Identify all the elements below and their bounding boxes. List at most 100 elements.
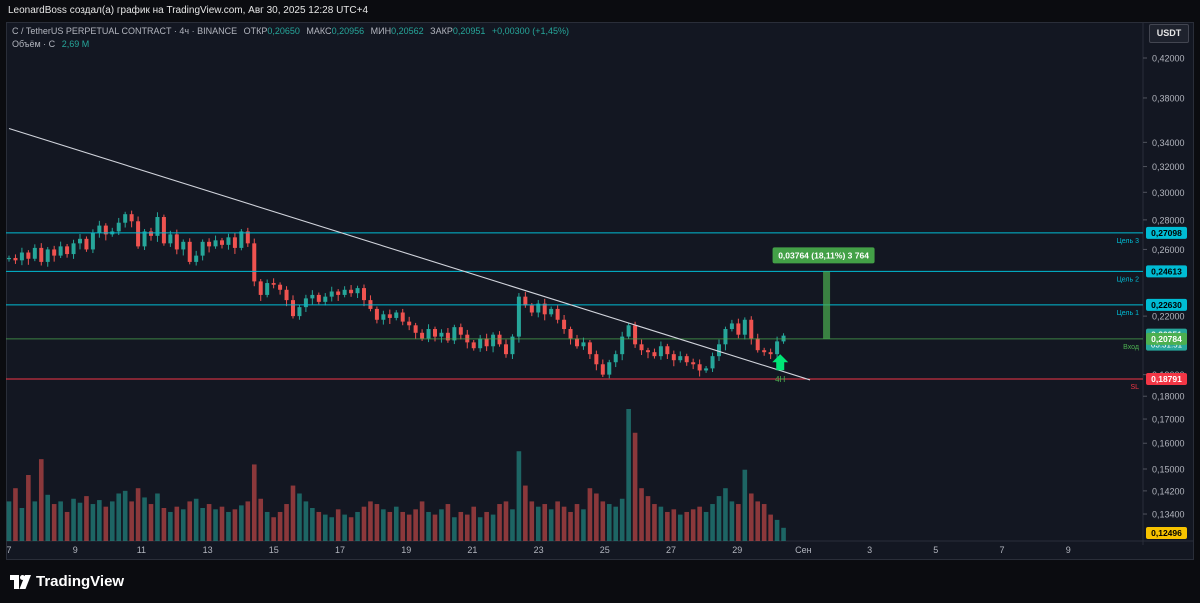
- time-tick-label: 9: [73, 545, 78, 555]
- candle-body: [155, 217, 160, 236]
- price-tag-bg: [1146, 298, 1187, 311]
- volume-bar: [381, 509, 386, 541]
- volume-bar: [677, 514, 683, 541]
- time-tick-label: 5: [933, 545, 938, 555]
- volume-bar: [6, 501, 12, 541]
- volume-bar: [561, 506, 567, 541]
- candle-body: [323, 296, 328, 302]
- volume-bar: [613, 506, 619, 541]
- volume-bar: [310, 508, 315, 541]
- volume-bar: [548, 509, 554, 541]
- time-tick-label: 7: [6, 545, 11, 555]
- candle-body: [600, 364, 605, 375]
- volume-bar: [142, 497, 147, 541]
- volume-bar: [768, 514, 773, 541]
- candle-body: [52, 249, 57, 256]
- candle-body: [516, 296, 521, 337]
- candle-body: [510, 336, 515, 355]
- candle-body: [252, 243, 257, 282]
- volume-bar: [58, 501, 63, 541]
- candle-body: [549, 308, 554, 315]
- volume-bar: [374, 504, 380, 541]
- volume-bar: [658, 506, 664, 541]
- volume-bar: [26, 475, 31, 541]
- candle-body: [587, 342, 592, 355]
- volume-bar: [703, 511, 709, 541]
- candle-body: [258, 281, 263, 295]
- candle-body: [349, 289, 354, 294]
- candle-body: [762, 350, 767, 353]
- candle-body: [620, 336, 625, 355]
- candle-body: [336, 291, 341, 295]
- time-tick-label: 7: [999, 545, 1004, 555]
- volume-bar: [271, 517, 276, 541]
- measure-bar: [823, 271, 831, 339]
- level-label: Цель 3: [1117, 238, 1140, 245]
- candle-body: [684, 356, 689, 363]
- volume-bar: [180, 509, 186, 541]
- volume-bar: [84, 496, 89, 541]
- volume-bar: [245, 501, 251, 541]
- volume-bar: [503, 501, 509, 541]
- price-tag-bg: [1146, 373, 1187, 386]
- time-tick-label: 21: [467, 545, 477, 555]
- candle-body: [420, 332, 425, 339]
- candle-body: [207, 241, 212, 247]
- symbol-legend: C / TetherUS PERPETUAL CONTRACT · 4ч · B…: [12, 26, 569, 36]
- volume-bar: [129, 501, 134, 541]
- close-value: 0,20951: [452, 26, 486, 36]
- candle-body: [562, 319, 567, 330]
- candle-body: [226, 237, 231, 245]
- volume-value: 2,69 M: [61, 39, 90, 49]
- price-tag-label: 0,18791: [1151, 374, 1182, 384]
- volume-bar: [619, 498, 625, 541]
- candle-body: [555, 308, 560, 320]
- candle-body: [374, 308, 379, 320]
- candle-body: [7, 257, 11, 260]
- volume-bar: [168, 511, 173, 541]
- candle-body: [542, 303, 547, 315]
- volume-bar: [193, 498, 199, 541]
- price-tick-label: 0,30000: [1152, 188, 1185, 198]
- volume-bar: [232, 509, 238, 541]
- candle-body: [426, 329, 431, 339]
- candle-body: [633, 325, 638, 345]
- price-tick-label: 0,32000: [1152, 162, 1185, 172]
- candle-body: [213, 240, 218, 247]
- volume-bar: [574, 504, 580, 541]
- candle-body: [316, 294, 321, 302]
- volume-bar: [135, 488, 141, 541]
- price-tick-label: 0,28000: [1152, 215, 1185, 225]
- close-label: ЗАКР: [430, 26, 453, 36]
- volume-bar: [355, 511, 360, 541]
- volume-bar: [258, 498, 264, 541]
- chart-author-title: LeonardBoss создал(а) график на TradingV…: [8, 5, 369, 16]
- volume-bar: [723, 488, 728, 541]
- candle-body: [232, 237, 237, 248]
- price-tick-label: 0,42000: [1152, 54, 1185, 64]
- volume-bar: [510, 509, 515, 541]
- volume-bar: [477, 517, 483, 541]
- level-label: SL: [1130, 384, 1139, 391]
- volume-bar: [542, 504, 548, 541]
- price-tick-label: 0,16000: [1152, 439, 1185, 449]
- volume-bar: [600, 501, 606, 541]
- candle-body: [239, 231, 244, 248]
- candle-body: [103, 225, 108, 235]
- low-label: МИН: [370, 26, 392, 36]
- currency-button[interactable]: USDT: [1149, 24, 1189, 43]
- price-tick-label: 0,15000: [1152, 465, 1185, 475]
- price-tick-label: 0,14200: [1152, 486, 1185, 496]
- volume-bar: [393, 506, 399, 541]
- volume-bar: [632, 432, 638, 541]
- chart-frame[interactable]: [6, 22, 1194, 560]
- candle-body: [142, 231, 147, 247]
- candle-body: [645, 350, 650, 353]
- low-value: 0,20562: [391, 26, 424, 36]
- candle-body: [729, 323, 734, 330]
- candle-body: [129, 214, 134, 222]
- volume-bar: [568, 511, 573, 541]
- candle-body: [116, 222, 121, 232]
- candle-body: [742, 319, 747, 335]
